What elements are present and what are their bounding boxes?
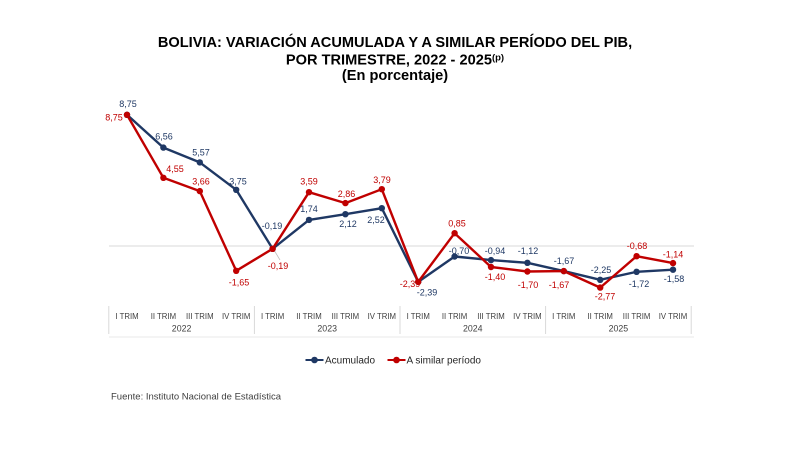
svg-text:5,57: 5,57 — [192, 148, 210, 158]
svg-text:POR TRIMESTRE, 2022 - 2025(p): POR TRIMESTRE, 2022 - 2025(p) — [286, 53, 504, 69]
svg-text:4,55: 4,55 — [166, 164, 184, 174]
svg-text:-0,68: -0,68 — [627, 241, 648, 251]
svg-text:I TRIM: I TRIM — [115, 312, 138, 321]
svg-text:3,75: 3,75 — [229, 177, 247, 187]
svg-text:I TRIM: I TRIM — [407, 312, 430, 321]
svg-text:IV TRIM: IV TRIM — [222, 312, 250, 321]
svg-text:-1,67: -1,67 — [549, 280, 570, 290]
svg-text:-2,39: -2,39 — [417, 288, 438, 298]
svg-text:-2,77: -2,77 — [595, 292, 616, 302]
svg-text:-0,94: -0,94 — [485, 246, 506, 256]
svg-text:III TRIM: III TRIM — [477, 312, 505, 321]
svg-text:IV TRIM: IV TRIM — [513, 312, 541, 321]
svg-text:-1,70: -1,70 — [518, 280, 539, 290]
svg-text:2,12: 2,12 — [339, 219, 357, 229]
svg-text:-2,25: -2,25 — [591, 265, 612, 275]
svg-text:I TRIM: I TRIM — [552, 312, 575, 321]
svg-text:IV TRIM: IV TRIM — [368, 312, 396, 321]
svg-text:-1,12: -1,12 — [518, 246, 539, 256]
svg-text:Acumulado: Acumulado — [325, 355, 375, 366]
svg-text:2023: 2023 — [317, 324, 337, 334]
svg-text:6,56: 6,56 — [155, 132, 173, 142]
svg-text:-1,67: -1,67 — [554, 256, 575, 266]
svg-text:(En porcentaje): (En porcentaje) — [342, 68, 448, 84]
svg-text:BOLIVIA: VARIACIÓN ACUMULADA Y: BOLIVIA: VARIACIÓN ACUMULADA Y A SIMILAR… — [158, 33, 632, 51]
svg-text:Fuente: Instituto Nacional de: Fuente: Instituto Nacional de Estadístic… — [111, 392, 282, 403]
svg-text:8,75: 8,75 — [119, 99, 137, 109]
svg-text:3,59: 3,59 — [300, 177, 318, 187]
svg-text:-1,40: -1,40 — [485, 272, 506, 282]
svg-text:3,66: 3,66 — [192, 177, 210, 187]
svg-text:-1,72: -1,72 — [629, 279, 650, 289]
svg-text:II TRIM: II TRIM — [296, 312, 321, 321]
svg-text:III TRIM: III TRIM — [623, 312, 651, 321]
svg-text:2025: 2025 — [609, 324, 629, 334]
svg-text:3,79: 3,79 — [373, 175, 391, 185]
svg-text:I TRIM: I TRIM — [261, 312, 284, 321]
svg-text:III TRIM: III TRIM — [186, 312, 214, 321]
svg-text:0,85: 0,85 — [448, 219, 466, 229]
svg-text:1,74: 1,74 — [300, 204, 318, 214]
svg-text:-1,14: -1,14 — [663, 250, 684, 260]
svg-text:-0,19: -0,19 — [268, 261, 289, 271]
svg-text:IV TRIM: IV TRIM — [659, 312, 687, 321]
svg-text:-1,65: -1,65 — [229, 278, 250, 288]
svg-text:2024: 2024 — [463, 324, 483, 334]
svg-text:2,86: 2,86 — [338, 189, 356, 199]
svg-text:2,52: 2,52 — [367, 215, 385, 225]
svg-text:II TRIM: II TRIM — [587, 312, 612, 321]
svg-text:-2,39: -2,39 — [400, 279, 421, 289]
svg-text:-0,70: -0,70 — [449, 246, 470, 256]
svg-text:-1,58: -1,58 — [664, 274, 685, 284]
svg-text:2022: 2022 — [172, 324, 192, 334]
svg-text:II TRIM: II TRIM — [151, 312, 176, 321]
svg-text:-0,19: -0,19 — [262, 221, 283, 231]
svg-text:III TRIM: III TRIM — [332, 312, 360, 321]
svg-text:8,75: 8,75 — [105, 113, 123, 123]
svg-text:A similar período: A similar período — [407, 355, 482, 366]
svg-text:II TRIM: II TRIM — [442, 312, 467, 321]
